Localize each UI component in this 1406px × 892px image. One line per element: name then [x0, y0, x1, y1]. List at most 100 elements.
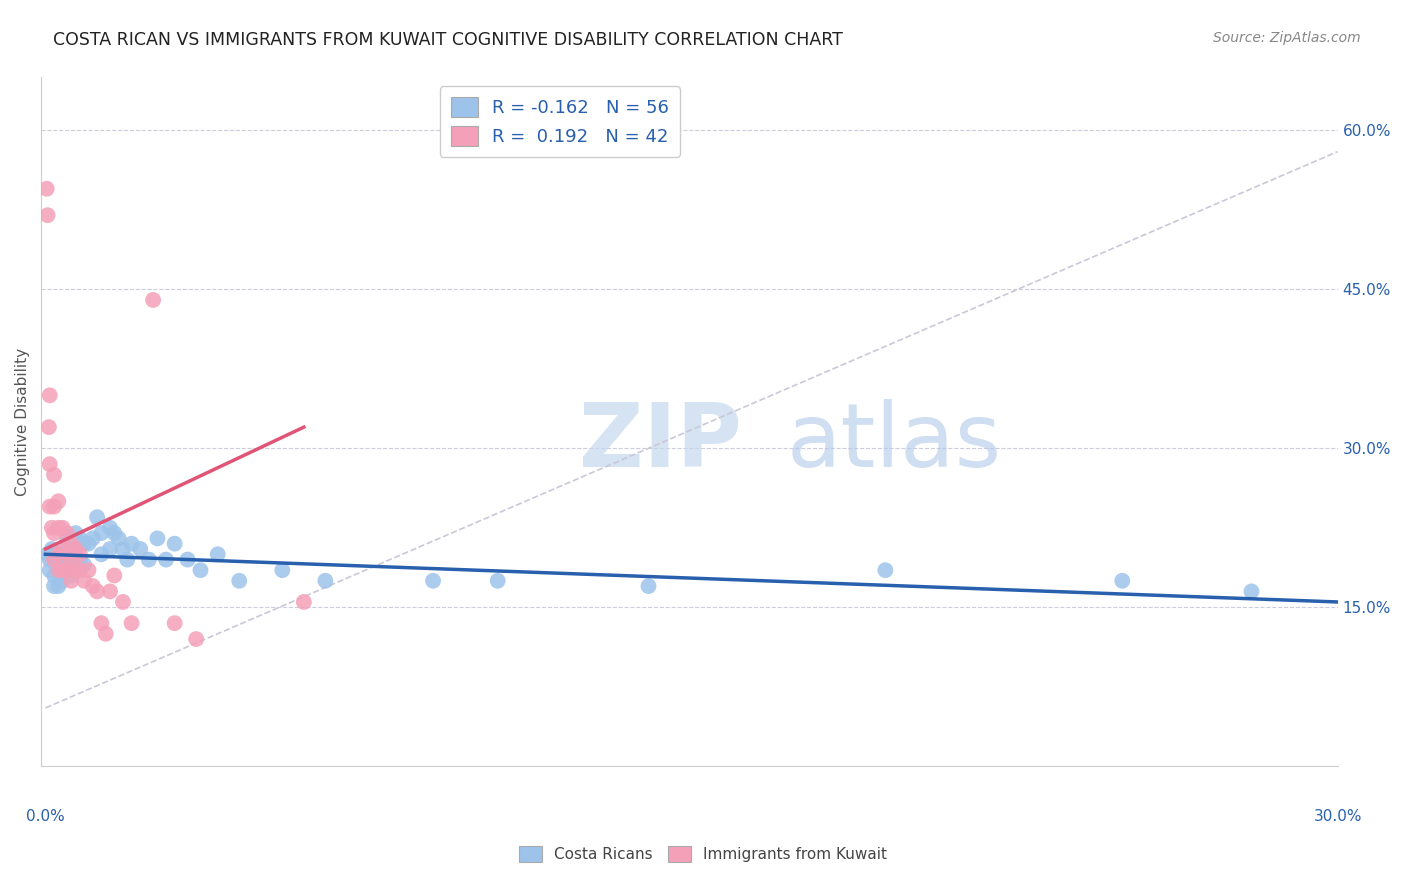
Point [69, 547, 91, 561]
Point [35, 182, 58, 196]
Text: atlas: atlas [786, 399, 1001, 486]
Point [98, 521, 121, 535]
Point [52, 547, 75, 561]
Point [38, 388, 60, 402]
Point [42, 500, 65, 514]
Point [42, 552, 65, 566]
Point [45, 558, 67, 572]
Point [65, 526, 87, 541]
Point [86, 584, 108, 599]
Point [103, 526, 125, 541]
Point [77, 563, 100, 577]
Point [82, 532, 104, 546]
Point [228, 574, 250, 588]
Point [56, 558, 79, 572]
Point [111, 595, 134, 609]
Point [42, 579, 65, 593]
Point [163, 616, 186, 631]
Text: Source: ZipAtlas.com: Source: ZipAtlas.com [1213, 31, 1361, 45]
Point [875, 563, 897, 577]
Point [60, 537, 83, 551]
Point [73, 558, 96, 572]
Point [60, 552, 83, 566]
Point [73, 574, 96, 588]
Point [56, 532, 79, 546]
Legend: Costa Ricans, Immigrants from Kuwait: Costa Ricans, Immigrants from Kuwait [513, 840, 893, 868]
Point [1240, 584, 1263, 599]
Point [52, 541, 75, 556]
Point [65, 541, 87, 556]
Point [138, 552, 160, 566]
Point [107, 532, 129, 546]
Legend: R = -0.162   N = 56, R =  0.192   N = 42: R = -0.162 N = 56, R = 0.192 N = 42 [440, 87, 679, 157]
Point [60, 568, 83, 582]
Point [60, 574, 83, 588]
Point [52, 521, 75, 535]
Point [46, 563, 69, 577]
Point [186, 632, 208, 646]
Text: COSTA RICAN VS IMMIGRANTS FROM KUWAIT COGNITIVE DISABILITY CORRELATION CHART: COSTA RICAN VS IMMIGRANTS FROM KUWAIT CO… [53, 31, 844, 49]
Point [60, 552, 83, 566]
Text: ZIP: ZIP [579, 399, 742, 486]
Point [111, 541, 134, 556]
Point [42, 552, 65, 566]
Point [292, 595, 315, 609]
Point [38, 500, 60, 514]
Point [90, 526, 112, 541]
Point [271, 563, 294, 577]
Point [73, 537, 96, 551]
Y-axis label: Cognitive Disability: Cognitive Disability [15, 348, 30, 496]
Point [56, 541, 79, 556]
Point [46, 494, 69, 508]
Point [82, 579, 104, 593]
Point [69, 552, 91, 566]
Point [49, 568, 72, 582]
Point [41, 541, 63, 556]
Point [117, 552, 139, 566]
Point [422, 574, 444, 588]
Point [38, 457, 60, 471]
Point [56, 547, 79, 561]
Point [37, 547, 59, 561]
Text: 0.0%: 0.0% [27, 809, 65, 823]
Point [41, 521, 63, 535]
Point [176, 552, 198, 566]
Point [38, 552, 60, 566]
Point [155, 552, 177, 566]
Point [42, 526, 65, 541]
Point [486, 574, 509, 588]
Point [146, 532, 169, 546]
Point [86, 510, 108, 524]
Point [314, 574, 336, 588]
Point [42, 568, 65, 582]
Point [56, 563, 79, 577]
Point [1111, 574, 1133, 588]
Point [52, 574, 75, 588]
Point [142, 293, 165, 307]
Text: 30.0%: 30.0% [1313, 809, 1362, 823]
Point [38, 563, 60, 577]
Point [46, 563, 69, 577]
Point [56, 526, 79, 541]
Point [46, 579, 69, 593]
Point [77, 537, 100, 551]
Point [42, 467, 65, 482]
Point [60, 541, 83, 556]
Point [163, 537, 186, 551]
Point [46, 547, 69, 561]
Point [52, 563, 75, 577]
Point [121, 537, 143, 551]
Point [46, 521, 69, 535]
Point [190, 563, 212, 577]
Point [129, 541, 152, 556]
Point [637, 579, 659, 593]
Point [98, 541, 121, 556]
Point [38, 420, 60, 434]
Point [52, 558, 75, 572]
Point [90, 616, 112, 631]
Point [69, 563, 91, 577]
Point [103, 568, 125, 582]
Point [37, 208, 59, 222]
Point [94, 626, 117, 640]
Point [65, 563, 87, 577]
